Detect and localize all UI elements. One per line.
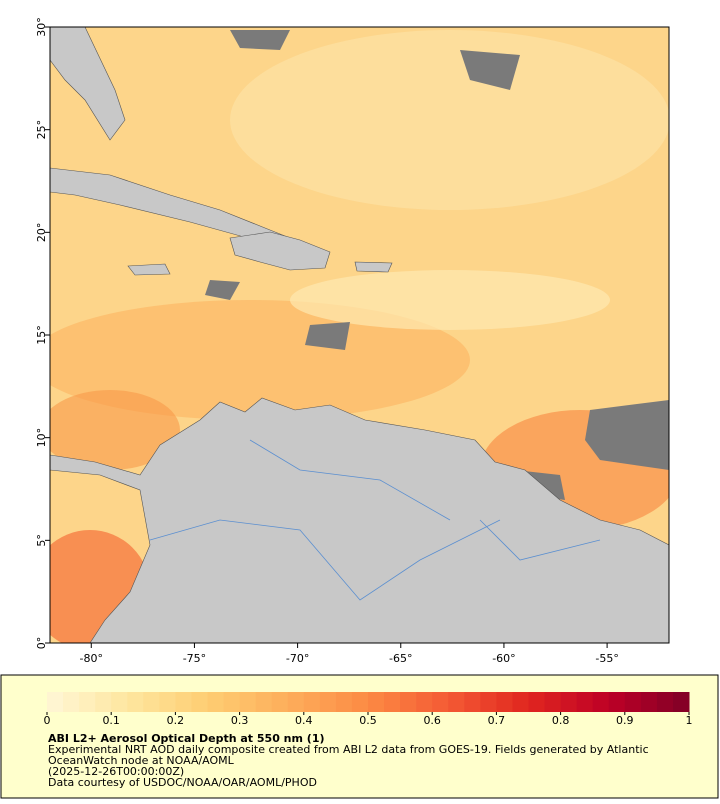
colorbar-cell: [47, 692, 64, 712]
map-image: [50, 27, 669, 643]
colorbar-cell: [351, 692, 369, 712]
colorbar-cell: [576, 692, 594, 712]
colorbar-cell: [63, 692, 80, 712]
x-tick-label: -80°: [80, 652, 103, 665]
x-tick-label: -75°: [183, 652, 206, 665]
axes: -80° -75° -70° -65° -60° -55° 0° 5° 10° 15° 20° 25°…: [35, 17, 619, 665]
colorbar-cell: [464, 692, 481, 712]
y-tick-label: 0°: [35, 637, 48, 650]
colorbar-cell: [271, 692, 289, 712]
colorbar-cell: [319, 692, 337, 712]
x-tick-label: -60°: [492, 652, 515, 665]
colorbar-cell: [239, 692, 257, 712]
x-tick-label: -55°: [595, 652, 618, 665]
colorbar-cell: [255, 692, 273, 712]
colorbar-tick-label: 0.5: [359, 714, 377, 727]
colorbar-cell: [127, 692, 144, 712]
y-tick-label: 5°: [35, 534, 48, 547]
river: [149, 439, 601, 601]
colorbar-cell: [207, 692, 225, 712]
colorbar-cell: [79, 692, 96, 712]
colorbar-cell: [303, 692, 321, 712]
x-tick-label: -65°: [389, 652, 412, 665]
colorbar-cell: [223, 692, 241, 712]
colorbar-tick-label: 0: [44, 714, 51, 727]
colorbar-cell: [544, 692, 562, 712]
colorbar-cell: [624, 692, 642, 712]
land: [50, 27, 126, 141]
aod-field: [50, 300, 470, 420]
colorbar-cell: [512, 692, 529, 712]
caption-line: Data courtesy of USDOC/NOAA/OAR/AOML/PHO…: [48, 776, 317, 789]
caption-line: Experimental NRT AOD daily composite cre…: [48, 743, 649, 756]
colorbar-cell: [400, 692, 417, 712]
aod-field: [230, 30, 669, 210]
colorbar-tick-label: 0.6: [423, 714, 441, 727]
colorbar-cell: [480, 692, 497, 712]
y-tick-label: 20°: [35, 223, 48, 243]
colorbar-tick-label: 0.4: [295, 714, 313, 727]
aod-field: [50, 390, 180, 470]
colorbar-tick-label: 0.7: [488, 714, 506, 727]
colorbar-cell: [608, 692, 626, 712]
colorbar-cell: [416, 692, 433, 712]
colorbar-tick-label: 0.8: [552, 714, 570, 727]
colorbar-cell: [175, 692, 192, 712]
colorbar-tick-label: 0.3: [231, 714, 249, 727]
colorbar-cell: [448, 692, 465, 712]
colorbar-cell: [656, 692, 674, 712]
colorbar-cell: [384, 692, 401, 712]
x-tick-label: -70°: [286, 652, 309, 665]
colorbar-cell: [191, 692, 208, 712]
y-tick-label: 25°: [35, 120, 48, 140]
colorbar-cell: [335, 692, 353, 712]
caption-line: OceanWatch node at NOAA/AOML: [48, 754, 235, 767]
caption-line: (2025-12-26T00:00:00Z): [48, 765, 184, 778]
colorbar-cell: [496, 692, 513, 712]
colorbar-cell: [640, 692, 658, 712]
y-tick-label: 15°: [35, 325, 48, 345]
colorbar-cell: [287, 692, 305, 712]
y-tick-label: 30°: [35, 17, 48, 37]
colorbar-cell: [159, 692, 176, 712]
colorbar-cell: [111, 692, 128, 712]
colorbar-tick-label: 0.1: [102, 714, 120, 727]
colorbar-cell: [432, 692, 449, 712]
caption-title: ABI L2+ Aerosol Optical Depth at 550 nm …: [48, 732, 325, 745]
aod-field: [290, 270, 610, 330]
land: [50, 397, 669, 643]
land: [127, 261, 393, 276]
colorbar-tick-label: 1: [686, 714, 693, 727]
colorbar-tick-label: 0.2: [167, 714, 185, 727]
colorbar-cell: [368, 692, 385, 712]
colorbar-cell: [528, 692, 546, 712]
colorbar-cell: [592, 692, 610, 712]
colorbar-cell: [143, 692, 160, 712]
colorbar-cell: [560, 692, 578, 712]
y-tick-label: 10°: [35, 428, 48, 448]
land: [229, 231, 331, 271]
colorbar-cell: [672, 692, 690, 712]
colorbar-tick-label: 0.9: [616, 714, 634, 727]
colorbar: 0 0.1 0.2 0.3 0.4 0.5 0.6 0.7 0.8 0.9 1: [44, 692, 693, 727]
colorbar-cell: [95, 692, 112, 712]
cloud-mask: [205, 30, 669, 500]
